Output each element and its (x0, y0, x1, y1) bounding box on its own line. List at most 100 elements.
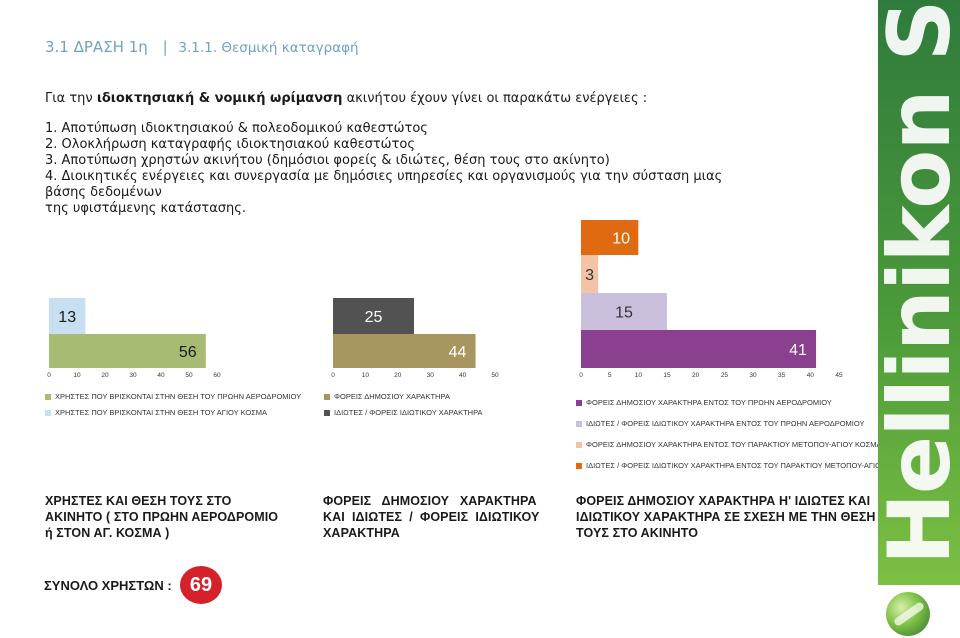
data-label: 3 (585, 267, 594, 284)
legend-label: ΦΟΡΕΙΣ ΔΗΜΟΣΙΟΥ ΧΑΡΑΚΤΗΡΑ (334, 392, 450, 401)
chart-title-line: ΚΑΙ ΙΔΙΩΤΕΣ / ΦΟΡΕΙΣ ΙΔΙΩΤΙΚΟΥ (323, 510, 540, 524)
tick-label: 15 (663, 372, 671, 379)
step-item: 1. Αποτύπωση ιδιοκτησιακού & πολεοδομικο… (45, 121, 428, 136)
legend-label: ΧΡΗΣΤΕΣ ΠΟΥ ΒΡΙΣΚΟΝΤΑΙ ΣΤΗΝ ΘΕΣΗ ΤΟΥ ΠΡΩ… (55, 392, 302, 401)
legend-swatch (576, 462, 582, 469)
legend-item: ΦΟΡΕΙΣ ΔΗΜΟΣΙΟΥ ΧΑΡΑΚΤΗΡΑ (324, 392, 450, 401)
chart-bar (581, 255, 599, 293)
legend-item: ΙΔΙΩΤΕΣ / ΦΟΡΕΙΣ ΙΔΙΩΤΙΚΟΥ ΧΑΡΑΚΤΗΡΑ (324, 408, 483, 417)
chart-title-line: ΧΡΗΣΤΕΣ ΚΑΙ ΘΕΣΗ ΤΟΥΣ ΣΤΟ (45, 494, 232, 508)
tick-label: 50 (185, 372, 193, 379)
legend-swatch (576, 420, 582, 427)
step-item: 3. Αποτύπωση χρηστών ακινήτου (δημόσιοι … (45, 153, 610, 168)
legend-swatch (324, 393, 330, 400)
chart-title-line: ΑΚΙΝΗΤΟ ( ΣΤΟ ΠΡΩΗΝ ΑΕΡΟΔΡΟΜΙΟ (45, 510, 279, 524)
tick-label: 40 (807, 372, 815, 379)
legend-item: ΦΟΡΕΙΣ ΔΗΜΟΣΙΟΥ ΧΑΡΑΚΤΗΡΑ ΕΝΤΟΣ ΤΟΥ ΠΑΡΑ… (576, 440, 882, 449)
intro-text: Για την ιδιοκτησιακή & νομική ωρίμανση α… (45, 91, 647, 106)
legend-swatch (324, 409, 330, 416)
legend-swatch (576, 399, 582, 406)
tick-label: 10 (73, 372, 81, 379)
users-location-chart: 13 56 0 10 20 30 40 50 60 (44, 210, 234, 394)
steps-list: 1. Αποτύπωση ιδιοκτησιακού & πολεοδομικο… (45, 121, 765, 217)
legend-label: ΙΔΙΩΤΕΣ / ΦΟΡΕΙΣ ΙΔΙΩΤΙΚΟΥ ΧΑΡΑΚΤΗΡΑ (334, 408, 483, 417)
tick-label: 30 (427, 372, 435, 379)
tick-label: 50 (491, 372, 499, 379)
chart-title-line: ΤΟΥΣ ΣΤΟ ΑΚΙΝΗΤΟ (576, 526, 699, 540)
public-private-chart: 25 44 0 10 20 30 40 50 (328, 210, 499, 394)
data-label: 10 (612, 231, 630, 248)
public-private-location-title: ΦΟΡΕΙΣ ΔΗΜΟΣΙΟΥ ΧΑΡΑΚΤΗΡΑ Η' ΙΔΙΩΤΕΣ ΚΑΙ… (576, 493, 876, 541)
tick-label: 25 (721, 372, 729, 379)
chart-bar (49, 334, 206, 368)
intro-prefix: Για την (45, 91, 97, 106)
total-users-badge: 69 (180, 566, 222, 604)
tick-label: 20 (394, 372, 402, 379)
legend-item: ΦΟΡΕΙΣ ΔΗΜΟΣΙΟΥ ΧΑΡΑΚΤΗΡΑ ΕΝΤΟΣ ΤΟΥ ΠΡΩΗ… (576, 398, 832, 407)
legend-item: ΧΡΗΣΤΕΣ ΠΟΥ ΒΡΙΣΚΟΝΤΑΙ ΣΤΗΝ ΘΕΣΗ ΤΟΥ ΠΡΩ… (45, 392, 301, 401)
subsection-title: 3.1.1. Θεσμική καταγραφή (178, 40, 359, 56)
tick-label: 10 (362, 372, 370, 379)
chart-title-line: ΧΑΡΑΚΤΗΡΑ (323, 526, 400, 540)
header-separator: | (162, 38, 168, 56)
tick-label: 5 (608, 372, 612, 379)
tick-label: 45 (835, 372, 843, 379)
section-title: 3.1 ΔΡΑΣΗ 1η (45, 38, 148, 56)
public-private-location-chart-svg: 10 3 15 41 0 5 10 15 20 25 30 35 40 45 (579, 220, 843, 379)
data-label: 13 (58, 309, 76, 326)
legend-label: ΧΡΗΣΤΕΣ ΠΟΥ ΒΡΙΣΚΟΝΤΑΙ ΣΤΗΝ ΘΕΣΗ ΤΟΥ ΑΓΙ… (55, 408, 268, 417)
legend-item: ΙΔΙΩΤΕΣ / ΦΟΡΕΙΣ ΙΔΙΩΤΙΚΟΥ ΧΑΡΑΚΤΗΡΑ ΕΝΤ… (576, 419, 864, 428)
public-private-chart-svg: 25 44 0 10 20 30 40 50 (331, 298, 499, 379)
chart-bar (333, 298, 414, 334)
data-label: 41 (789, 342, 807, 359)
public-private-legend: ΦΟΡΕΙΣ ΔΗΜΟΣΙΟΥ ΧΑΡΑΚΤΗΡΑ ΙΔΙΩΤΕΣ / ΦΟΡΕΙ… (324, 392, 564, 428)
legend-swatch (45, 393, 51, 400)
tick-label: 60 (213, 372, 221, 379)
tick-label: 40 (459, 372, 467, 379)
chart-bar (581, 293, 667, 330)
tick-label: 20 (101, 372, 109, 379)
public-private-location-chart: 10 3 15 41 0 5 10 15 20 25 30 35 40 45 (576, 210, 844, 394)
legend-label: ΦΟΡΕΙΣ ΔΗΜΟΣΙΟΥ ΧΑΡΑΚΤΗΡΑ ΕΝΤΟΣ ΤΟΥ ΠΡΩΗ… (586, 398, 832, 407)
tick-label: 40 (157, 372, 165, 379)
step-item: της υφιστάμενης κατάστασης. (45, 201, 247, 216)
chart-bar (581, 220, 639, 255)
legend-label: ΦΟΡΕΙΣ ΔΗΜΟΣΙΟΥ ΧΑΡΑΚΤΗΡΑ ΕΝΤΟΣ ΤΟΥ ΠΑΡΑ… (586, 440, 882, 449)
legend-item: ΧΡΗΣΤΕΣ ΠΟΥ ΒΡΙΣΚΟΝΤΑΙ ΣΤΗΝ ΘΕΣΗ ΤΟΥ ΑΓΙ… (45, 408, 267, 417)
total-users-label: ΣΥΝΟΛΟ ΧΡΗΣΤΩΝ : (44, 578, 172, 593)
step-item: 4. Διοικητικές ενέργειες και συνεργασία … (45, 169, 723, 200)
legend-swatch (576, 441, 582, 448)
public-private-location-legend: ΦΟΡΕΙΣ ΔΗΜΟΣΙΟΥ ΧΑΡΑΚΤΗΡΑ ΕΝΤΟΣ ΤΟΥ ΠΡΩΗ… (576, 398, 914, 478)
users-location-legend: ΧΡΗΣΤΕΣ ΠΟΥ ΒΡΙΣΚΟΝΤΑΙ ΣΤΗΝ ΘΕΣΗ ΤΟΥ ΠΡΩ… (45, 392, 301, 428)
tick-label: 20 (692, 372, 700, 379)
tick-label: 35 (778, 372, 786, 379)
chart-title-line: ΦΟΡΕΙΣ ΔΗΜΟΣΙΟΥ ΧΑΡΑΚΤΗΡΑ (323, 494, 537, 508)
users-location-chart-svg: 13 56 0 10 20 30 40 50 60 (47, 298, 221, 379)
intro-suffix: ακινήτου έχουν γίνει οι παρακάτω ενέργει… (342, 91, 648, 106)
data-label: 25 (365, 309, 383, 326)
chart-title-line: ΙΔΙΩΤΙΚΟΥ ΧΑΡΑΚΤΗΡΑ ΣΕ ΣΧΕΣΗ ΜΕ ΤΗΝ ΘΕΣΗ (576, 510, 876, 524)
intro-bold: ιδιοκτησιακή & νομική ωρίμανση (96, 91, 343, 106)
chart-title-line: ή ΣΤΟΝ ΑΓ. ΚΟΣΜΑ ) (45, 526, 170, 540)
chart-title-line: ΦΟΡΕΙΣ ΔΗΜΟΣΙΟΥ ΧΑΡΑΚΤΗΡΑ Η' ΙΔΙΩΤΕΣ ΚΑΙ (576, 494, 871, 508)
users-location-title: ΧΡΗΣΤΕΣ ΚΑΙ ΘΕΣΗ ΤΟΥΣ ΣΤΟ ΑΚΙΝΗΤΟ ( ΣΤΟ Π… (45, 493, 285, 541)
tick-label: 0 (579, 372, 583, 379)
tick-label: 30 (129, 372, 137, 379)
legend-label: ΙΔΙΩΤΕΣ / ΦΟΡΕΙΣ ΙΔΙΩΤΙΚΟΥ ΧΑΡΑΚΤΗΡΑ ΕΝΤ… (586, 461, 915, 470)
page-header: 3.1 ΔΡΑΣΗ 1η | 3.1.1. Θεσμική καταγραφή (45, 38, 359, 56)
data-label: 44 (449, 344, 467, 361)
tick-label: 0 (47, 372, 51, 379)
brand-band (878, 0, 960, 585)
tick-label: 30 (749, 372, 757, 379)
data-label: 15 (615, 305, 633, 322)
legend-swatch (45, 409, 51, 416)
legend-item: ΙΔΙΩΤΕΣ / ΦΟΡΕΙΣ ΙΔΙΩΤΙΚΟΥ ΧΑΡΑΚΤΗΡΑ ΕΝΤ… (576, 461, 914, 470)
brand-text: Hellinikon SA (870, 0, 960, 566)
chart-bar (581, 330, 817, 368)
tick-label: 0 (331, 372, 335, 379)
legend-label: ΙΔΙΩΤΕΣ / ΦΟΡΕΙΣ ΙΔΙΩΤΙΚΟΥ ΧΑΡΑΚΤΗΡΑ ΕΝΤ… (586, 419, 865, 428)
data-label: 56 (179, 344, 197, 361)
tick-label: 10 (635, 372, 643, 379)
public-private-title: ΦΟΡΕΙΣ ΔΗΜΟΣΙΟΥ ΧΑΡΑΚΤΗΡΑ ΚΑΙ ΙΔΙΩΤΕΣ / Φ… (323, 493, 543, 541)
step-item: 2. Ολοκλήρωση καταγραφής ιδιοκτησιακού κ… (45, 137, 415, 152)
